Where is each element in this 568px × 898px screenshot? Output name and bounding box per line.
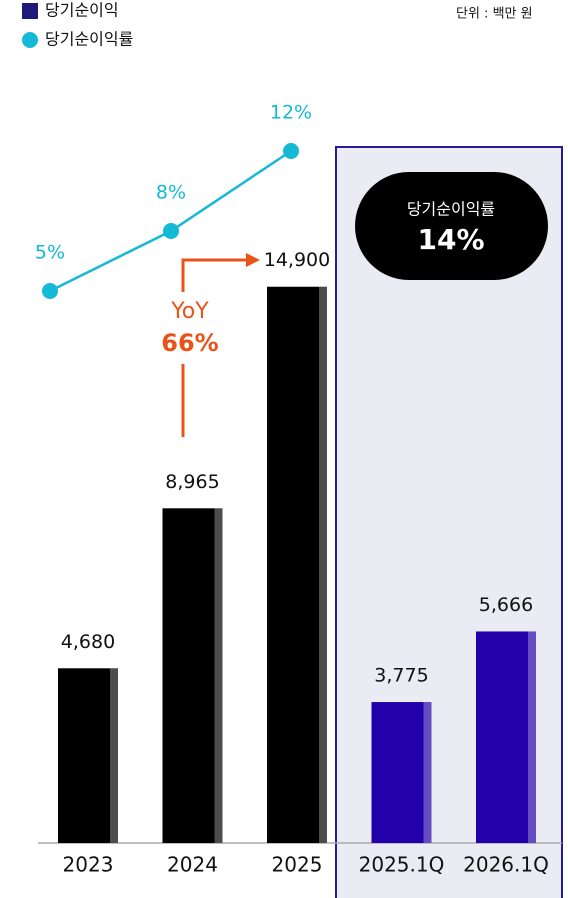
yoy-arrow — [181, 258, 246, 437]
callout-box — [355, 172, 548, 280]
value-label: 8,965 — [165, 471, 219, 493]
bar-shade — [423, 702, 432, 843]
callout-label: 당기순이익률 — [407, 200, 495, 219]
value-label: 4,680 — [61, 631, 115, 653]
unit-label: 단위 : 백만 원 — [456, 7, 533, 22]
legend-label: 당기순이익 — [45, 1, 119, 20]
value-label: 12% — [270, 102, 312, 124]
legend-swatch — [22, 32, 38, 48]
value-label: 8% — [156, 182, 186, 204]
callout-value: 14% — [417, 223, 484, 256]
x-tick-label: 2024 — [167, 853, 218, 877]
x-tick-label: 2025 — [272, 853, 323, 877]
value-label: 5,666 — [479, 594, 533, 616]
legend-label: 당기순이익률 — [45, 30, 133, 49]
value-label: 3,775 — [374, 665, 428, 687]
legend-swatch — [22, 3, 38, 19]
bar-shade — [528, 631, 536, 843]
line — [49, 149, 292, 293]
yoy-value: 66% — [161, 329, 218, 357]
x-tick-label: 2023 — [63, 853, 114, 877]
value-label: 5% — [35, 242, 65, 264]
yoy-label: YoY — [170, 299, 209, 324]
line-marker — [163, 223, 179, 239]
x-tick-label: 2026.1Q — [463, 853, 549, 877]
line-marker — [42, 283, 58, 299]
x-tick-label: 2025.1Q — [359, 853, 445, 877]
arrow-line — [181, 258, 246, 292]
bar-shade — [319, 286, 327, 843]
bar-shade — [110, 668, 118, 843]
value-label: 14,900 — [264, 249, 330, 271]
bar — [371, 702, 432, 843]
bar-shade — [214, 508, 223, 843]
arrow-head — [246, 253, 260, 267]
bar — [162, 508, 223, 843]
bar — [58, 668, 118, 843]
line-marker — [283, 143, 299, 159]
bar — [476, 631, 536, 843]
bar — [267, 286, 327, 843]
